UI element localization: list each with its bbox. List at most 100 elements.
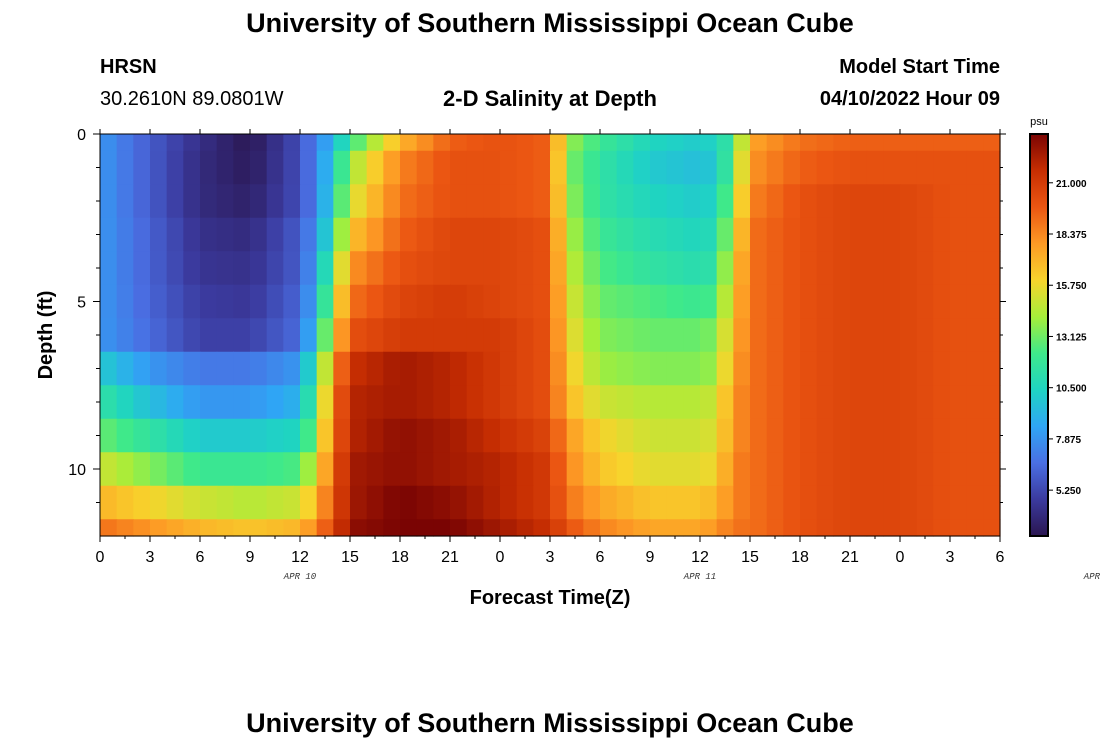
heatmap-cell (583, 251, 601, 286)
heatmap-cell (633, 217, 651, 252)
heatmap-cell (966, 385, 984, 420)
heatmap-cell (283, 318, 301, 353)
heatmap-cell (850, 284, 868, 319)
heatmap-cell (150, 284, 168, 319)
heatmap-cell (183, 284, 201, 319)
page-title-bottom: University of Southern Mississippi Ocean… (246, 708, 854, 738)
heatmap-cell (450, 150, 468, 185)
heatmap-cell (266, 217, 284, 252)
heatmap-cell (683, 485, 701, 520)
x-tick-label: 18 (391, 549, 409, 566)
heatmap-cell (483, 284, 501, 319)
heatmap-cell (350, 385, 368, 420)
heatmap-cell (516, 452, 534, 487)
heatmap-cell (466, 284, 484, 319)
heatmap-cell (783, 351, 801, 386)
heatmap-cell (883, 418, 901, 453)
heatmap-cell (850, 485, 868, 520)
heatmap-cell (450, 418, 468, 453)
heatmap-cell (750, 519, 768, 537)
heatmap-cell (216, 134, 234, 152)
heatmap-cell (316, 150, 334, 185)
heatmap-cell (233, 318, 251, 353)
x-axis-label: Forecast Time(Z) (470, 587, 631, 609)
heatmap-cell (650, 318, 668, 353)
heatmap-cell (683, 134, 701, 152)
heatmap-cell (600, 351, 618, 386)
heatmap-cell (150, 452, 168, 487)
heatmap-cell (433, 318, 451, 353)
colorbar-tick-label: 21.000 (1056, 179, 1087, 190)
heatmap-cell (383, 251, 401, 286)
heatmap-cell (200, 418, 218, 453)
heatmap-cell (816, 150, 834, 185)
heatmap-cell (500, 385, 518, 420)
heatmap-cell (133, 351, 151, 386)
heatmap-cell (266, 284, 284, 319)
heatmap-cell (183, 418, 201, 453)
heatmap-cell (783, 184, 801, 219)
heatmap-cell (300, 519, 318, 537)
heatmap-cell (300, 134, 318, 152)
heatmap-cell (900, 485, 918, 520)
heatmap-cell (566, 251, 584, 286)
heatmap-cell (733, 150, 751, 185)
heatmap-cell (950, 217, 968, 252)
heatmap-cell (100, 284, 118, 319)
heatmap-cell (133, 284, 151, 319)
heatmap-cell (450, 284, 468, 319)
heatmap-cell (816, 452, 834, 487)
heatmap-cell (783, 485, 801, 520)
heatmap-cell (533, 351, 551, 386)
heatmap-cell (166, 519, 184, 537)
heatmap-cell (466, 150, 484, 185)
heatmap-cell (500, 284, 518, 319)
heatmap-cell (483, 519, 501, 537)
heatmap-cell (166, 284, 184, 319)
heatmap-cell (983, 217, 1001, 252)
heatmap-cell (966, 251, 984, 286)
heatmap-cell (583, 150, 601, 185)
heatmap-cell (933, 251, 951, 286)
heatmap-cell (700, 519, 718, 537)
heatmap-cell (416, 184, 434, 219)
heatmap-cell (716, 184, 734, 219)
heatmap-cell (550, 418, 568, 453)
heatmap-cell (450, 251, 468, 286)
heatmap-cell (483, 485, 501, 520)
heatmap-cell (800, 452, 818, 487)
heatmap-cell (483, 184, 501, 219)
heatmap-cell (600, 452, 618, 487)
heatmap-cell (383, 318, 401, 353)
heatmap-cell (333, 418, 351, 453)
heatmap-cell (666, 150, 684, 185)
heatmap-cell (966, 150, 984, 185)
heatmap-cell (150, 184, 168, 219)
heatmap-cell (733, 184, 751, 219)
heatmap-cell (350, 452, 368, 487)
heatmap-cell (300, 284, 318, 319)
heatmap-cell (133, 134, 151, 152)
heatmap-cell (583, 351, 601, 386)
heatmap-cell (266, 519, 284, 537)
heatmap-cell (716, 385, 734, 420)
heatmap-cell (683, 519, 701, 537)
heatmap-cell (116, 418, 134, 453)
heatmap-cell (250, 519, 268, 537)
heatmap-cell (416, 418, 434, 453)
heatmap-cell (150, 519, 168, 537)
heatmap-cell (516, 351, 534, 386)
heatmap-cell (100, 351, 118, 386)
heatmap-cell (600, 184, 618, 219)
heatmap-cell (416, 351, 434, 386)
colorbar-tick-label: 18.375 (1056, 230, 1087, 241)
y-tick-label: 10 (68, 462, 86, 479)
x-tick-label: 6 (596, 549, 605, 566)
heatmap-cell (950, 134, 968, 152)
heatmap-cell (666, 385, 684, 420)
heatmap-cell (783, 452, 801, 487)
heatmap-cell (783, 418, 801, 453)
heatmap-cell (183, 184, 201, 219)
heatmap-cell (850, 217, 868, 252)
heatmap-cell (566, 217, 584, 252)
